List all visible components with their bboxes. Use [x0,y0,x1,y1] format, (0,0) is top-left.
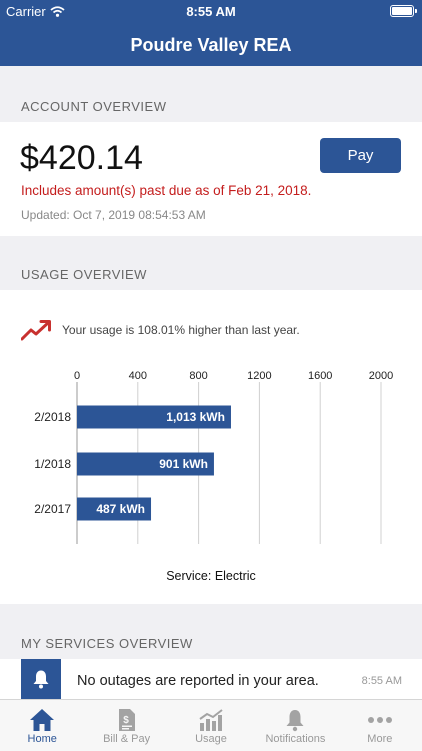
x-tick-label: 400 [129,370,147,382]
past-due-notice: Includes amount(s) past due as of Feb 21… [21,183,312,198]
battery-icon [390,5,417,17]
tab-home-label: Home [27,733,57,745]
updated-timestamp: Updated: Oct 7, 2019 08:54:53 AM [21,208,206,222]
usage-trend-text: Your usage is 108.01% higher than last y… [62,323,300,337]
carrier-label: Carrier [6,4,46,19]
usage-bar[interactable] [77,497,152,521]
x-tick-label: 1200 [247,370,271,382]
bar-value-label: 487 kWh [96,502,145,516]
x-tick-label: 2000 [369,370,393,382]
home-icon [30,709,55,731]
notification-icon-box [21,659,61,699]
wifi-icon [50,6,65,17]
trend-up-icon [21,320,51,341]
category-label: 2/2018 [34,410,71,424]
bill-icon: $ [118,709,135,731]
tab-usage-label: Usage [195,733,227,745]
usage-bar[interactable] [77,405,231,429]
tab-home[interactable]: Home [0,700,84,751]
bell-icon [33,670,49,689]
tab-usage[interactable]: Usage [169,700,253,751]
category-label: 2/2017 [34,502,71,516]
tab-bill-pay[interactable]: $ Bill & Pay [84,700,168,751]
carrier: Carrier [6,4,65,19]
usage-overview-heading: USAGE OVERVIEW [21,267,147,282]
outage-notification[interactable]: No outages are reported in your area. 8:… [0,659,422,699]
services-overview-heading: MY SERVICES OVERVIEW [21,636,193,651]
notification-time: 8:55 AM [361,675,402,687]
bell-icon [286,710,304,732]
account-balance: $420.14 [20,139,143,177]
app-header: Carrier 8:55 AM Poudre Valley REA [0,0,422,66]
app-title: Poudre Valley REA [130,35,292,55]
usage-bar-chart: 0 400 800 1200 1600 2000 2/2018 1,013 kWh 1/2018… [34,370,393,544]
x-tick-label: 0 [74,370,80,382]
tab-more[interactable]: More [338,700,422,751]
usage-overview-card: Your usage is 108.01% higher than last y… [0,290,422,604]
usage-trend: Your usage is 108.01% higher than last y… [21,319,300,341]
usage-chart-icon [199,709,223,731]
x-tick-label: 1600 [308,370,332,382]
x-tick-label: 800 [189,370,207,382]
tab-bar: Home $ Bill & Pay Usage [0,699,422,751]
tab-bill-pay-label: Bill & Pay [103,733,151,745]
usage-bar[interactable] [77,452,214,476]
tab-notifications-label: Notifications [265,733,326,745]
bar-value-label: 901 kWh [159,457,208,471]
pay-button[interactable]: Pay [320,138,401,173]
tab-notifications[interactable]: Notifications [253,700,337,751]
status-bar: Carrier 8:55 AM [0,0,422,22]
category-label: 1/2018 [34,457,71,471]
more-dots-icon [367,717,392,723]
service-label: Service: Electric [166,569,256,583]
account-overview-heading: ACCOUNT OVERVIEW [21,99,167,114]
tab-more-label: More [367,733,393,745]
status-time: 8:55 AM [186,4,236,19]
svg-text:$: $ [123,715,129,726]
bar-value-label: 1,013 kWh [166,410,225,424]
account-overview-card: $420.14 Pay Includes amount(s) past due … [0,122,422,236]
notification-text: No outages are reported in your area. [77,673,319,689]
